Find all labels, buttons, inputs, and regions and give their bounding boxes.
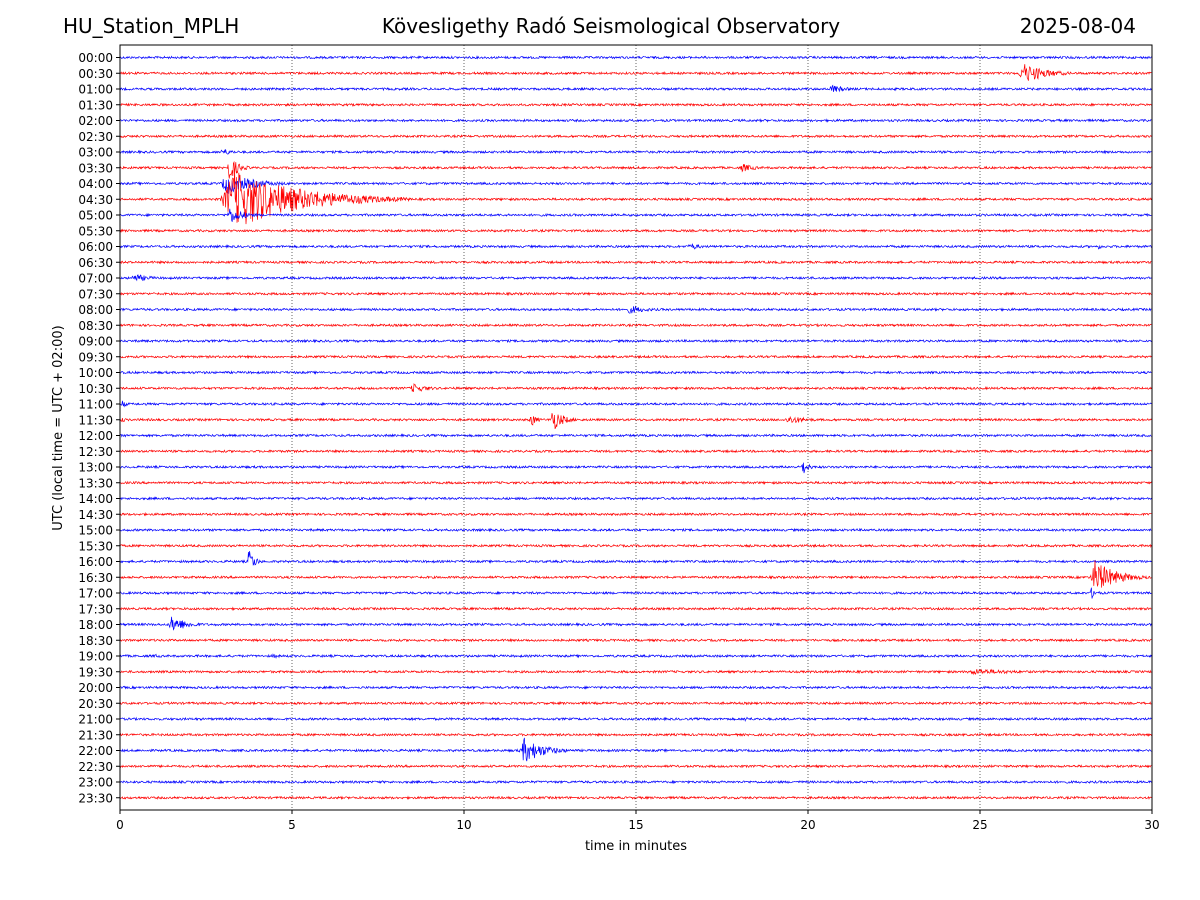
trace-1030 [119, 383, 1152, 392]
y-tick-label: 13:30 [78, 476, 113, 490]
y-tick-label: 19:30 [78, 665, 113, 679]
y-axis-label: UTC (local time = UTC + 02:00) [51, 325, 66, 530]
y-tick-label: 11:00 [78, 398, 113, 412]
trace-0630 [119, 259, 1152, 265]
y-tick-label: 10:00 [78, 366, 113, 380]
trace-0330 [119, 160, 1152, 179]
y-tick-label: 22:30 [78, 760, 113, 774]
chart-title: Kövesligethy Radó Seismological Observat… [381, 14, 841, 38]
trace-0700 [119, 274, 1152, 282]
y-tick-label: 06:00 [78, 240, 113, 254]
y-tick-label: 22:00 [78, 744, 113, 758]
trace-0100 [119, 84, 1152, 93]
y-tick-label: 05:30 [78, 224, 113, 238]
trace-0130 [119, 102, 1152, 108]
trace-2300 [119, 779, 1152, 785]
y-tick-label: 18:30 [78, 634, 113, 648]
y-tick-label: 01:00 [78, 83, 113, 97]
y-tick-label: 06:30 [78, 256, 113, 270]
x-tick-label: 20 [800, 818, 815, 832]
x-tick-label: 0 [116, 818, 124, 832]
x-tick-labels: 0 5 10 15 20 25 30 [116, 810, 1160, 832]
grid-layer [291, 45, 981, 810]
y-tick-label: 07:00 [78, 272, 113, 286]
trace-1700 [119, 587, 1152, 599]
y-tick-label: 03:00 [78, 146, 113, 160]
y-tick-label: 20:30 [78, 697, 113, 711]
y-tick-label: 21:30 [78, 728, 113, 742]
trace-1900 [119, 653, 1152, 659]
trace-1500 [119, 527, 1152, 533]
trace-0930 [119, 354, 1152, 360]
y-tick-label: 23:30 [78, 791, 113, 805]
y-tick-label: 08:30 [78, 319, 113, 333]
trace-0300 [119, 149, 1152, 155]
y-tick-label: 14:30 [78, 508, 113, 522]
y-tick-label: 04:00 [78, 177, 113, 191]
y-tick-label: 05:00 [78, 209, 113, 223]
y-tick-label: 08:00 [78, 303, 113, 317]
y-tick-label: 16:00 [78, 555, 113, 569]
y-tick-label: 12:30 [78, 445, 113, 459]
chart-date: 2025-08-04 [1019, 14, 1136, 38]
x-tick-label: 30 [1144, 818, 1159, 832]
y-tick-label: 18:00 [78, 618, 113, 632]
y-tick-label: 20:00 [78, 681, 113, 695]
x-tick-label: 10 [456, 818, 471, 832]
y-tick-label: 07:30 [78, 287, 113, 301]
y-tick-label: 15:30 [78, 539, 113, 553]
y-tick-label: 09:00 [78, 335, 113, 349]
trace-1730 [119, 606, 1152, 611]
y-tick-label: 01:30 [78, 98, 113, 112]
y-tick-label: 02:00 [78, 114, 113, 128]
y-tick-label: 15:00 [78, 524, 113, 538]
y-tick-label: 02:30 [78, 130, 113, 144]
x-axis-label: time in minutes [585, 839, 687, 854]
x-tick-label: 5 [288, 818, 296, 832]
trace-2130 [119, 732, 1152, 738]
trace-1930 [119, 668, 1152, 676]
trace-2230 [119, 764, 1152, 769]
station-name: HU_Station_MPLH [63, 14, 240, 38]
y-tick-label: 13:00 [78, 461, 113, 475]
trace-1130 [119, 413, 1152, 429]
trace-0830 [120, 322, 1152, 328]
y-tick-label: 12:00 [78, 429, 113, 443]
trace-0730 [119, 291, 1152, 297]
x-tick-label: 15 [628, 818, 643, 832]
y-tick-label: 14:00 [78, 492, 113, 506]
y-tick-label: 03:30 [78, 161, 113, 175]
trace-2100 [119, 716, 1152, 722]
y-tick-label: 00:30 [78, 67, 113, 81]
trace-0900 [119, 338, 1152, 344]
y-tick-label: 00:00 [78, 51, 113, 65]
y-tick-label: 04:30 [78, 193, 113, 207]
y-tick-label: 19:00 [78, 650, 113, 664]
y-tick-label: 11:30 [78, 413, 113, 427]
y-tick-label: 17:00 [78, 587, 113, 601]
y-tick-label: 17:30 [78, 602, 113, 616]
y-tick-label: 23:00 [78, 776, 113, 790]
trace-1430 [119, 511, 1152, 517]
y-tick-label: 16:30 [78, 571, 113, 585]
trace-1300 [119, 462, 1152, 474]
trace-1530 [119, 543, 1152, 549]
y-tick-label: 21:00 [78, 713, 113, 727]
y-tick-label: 10:30 [78, 382, 113, 396]
trace-1100 [119, 400, 1152, 408]
trace-0500 [119, 208, 1152, 222]
y-tick-label: 09:30 [78, 350, 113, 364]
trace-1600 [119, 551, 1152, 566]
x-tick-label: 25 [972, 818, 987, 832]
trace-1330 [119, 480, 1152, 486]
